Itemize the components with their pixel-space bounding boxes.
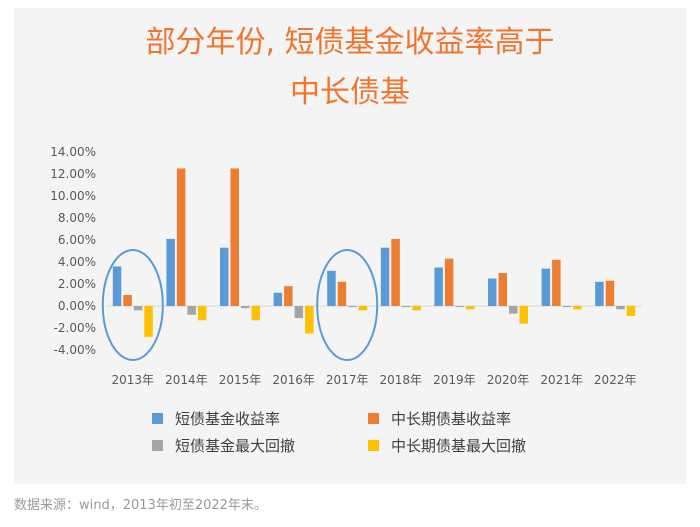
bar-2-2019年 (444, 258, 454, 306)
bar-2-2014年 (176, 168, 186, 306)
bar-1-2013年 (112, 266, 122, 306)
x-tick-label: 2017年 (326, 373, 369, 387)
x-tick-label: 2020年 (487, 373, 530, 387)
bar-4-2020年 (519, 306, 528, 324)
y-tick-label: 6.00% (58, 233, 96, 247)
y-tick-label: 0.00% (58, 299, 96, 313)
bar-2-2017年 (337, 281, 347, 306)
bar-4-2013年 (144, 306, 153, 337)
bar-3-2014年 (187, 306, 196, 315)
bar-4-2015年 (251, 306, 260, 321)
bar-4-2017年 (358, 306, 368, 311)
bar-1-2017年 (327, 270, 336, 306)
bar-3-2020年 (509, 306, 518, 314)
y-tick-label: 10.00% (50, 189, 96, 203)
legend-swatch (152, 413, 163, 424)
legend-swatch (368, 440, 379, 451)
bar-4-2016年 (305, 306, 314, 334)
bar-2-2015年 (230, 168, 239, 306)
bar-2-2021年 (552, 259, 561, 306)
bar-2-2018年 (391, 238, 400, 306)
bar-2-2020年 (498, 273, 507, 306)
y-tick-label: 14.00% (50, 145, 96, 159)
highlight-ellipse (316, 249, 379, 361)
bar-3-2019年 (455, 306, 464, 308)
highlight-ellipse (101, 249, 164, 361)
chart-card (14, 8, 686, 484)
y-tick-label: -2.00% (54, 321, 96, 335)
legend-label: 中长期债基最大回撤 (391, 437, 526, 455)
bar-4-2014年 (197, 306, 207, 321)
bar-3-2022年 (616, 306, 625, 310)
x-tick-label: 2016年 (272, 373, 315, 387)
x-tick-label: 2019年 (433, 373, 476, 387)
bar-2-2013年 (123, 295, 132, 306)
x-tick-label: 2013年 (112, 373, 155, 387)
chart-title-line-2: 中长债基 (290, 75, 410, 110)
x-tick-label: 2018年 (380, 373, 423, 387)
legend-swatch (152, 440, 163, 451)
x-tick-label: 2021年 (540, 373, 583, 387)
bar-3-2021年 (562, 306, 572, 308)
legend-swatch (368, 413, 379, 424)
y-tick-label: 12.00% (50, 167, 96, 181)
legend-label: 短债基金收益率 (175, 410, 280, 428)
legend-label: 短债基金最大回撤 (175, 437, 295, 455)
bar-1-2019年 (434, 267, 443, 306)
y-tick-label: -4.00% (54, 343, 96, 357)
bar-4-2021年 (573, 306, 582, 310)
y-tick-label: 2.00% (58, 277, 96, 291)
legend-label: 中长期债基收益率 (391, 410, 511, 428)
bar-3-2013年 (133, 306, 143, 311)
x-tick-label: 2015年 (219, 373, 262, 387)
bar-2-2016年 (284, 286, 293, 306)
x-tick-label: 2022年 (594, 373, 637, 387)
y-tick-label: 8.00% (58, 211, 96, 225)
bar-1-2015年 (220, 247, 229, 306)
y-tick-label: 4.00% (58, 255, 96, 269)
source-note: 数据来源：wind，2013年初至2022年末。 (14, 498, 267, 513)
bar-4-2019年 (465, 306, 475, 310)
bar-1-2022年 (595, 281, 604, 306)
bar-3-2016年 (294, 306, 304, 319)
chart-title-line-1: 部分年份, 短债基金收益率高于 (145, 25, 555, 60)
bar-4-2022年 (626, 306, 636, 316)
x-tick-label: 2014年 (165, 373, 208, 387)
bar-3-2015年 (241, 306, 250, 309)
bar-1-2021年 (541, 268, 551, 306)
bar-1-2018年 (380, 247, 390, 306)
bar-1-2014年 (166, 238, 175, 306)
bar-2-2022年 (605, 280, 615, 306)
bar-1-2016年 (273, 292, 283, 306)
bar-3-2018年 (401, 306, 411, 308)
bar-4-2018年 (412, 306, 421, 311)
bar-3-2017年 (348, 306, 357, 308)
bar-1-2020年 (488, 278, 497, 306)
